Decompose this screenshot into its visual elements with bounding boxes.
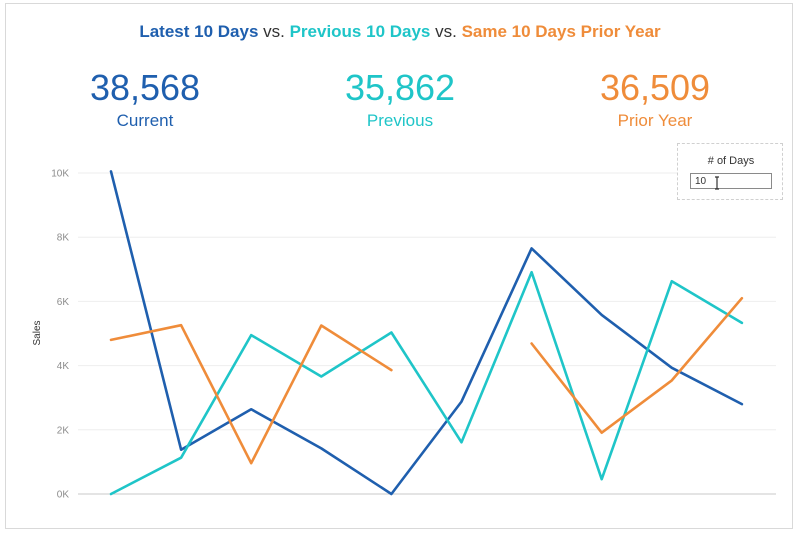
series-line-previous[interactable] <box>109 270 744 496</box>
y-tick-label: 0K <box>57 490 70 501</box>
data-point-prior-year[interactable] <box>599 430 605 436</box>
data-point-previous[interactable] <box>459 439 465 445</box>
series-line-prior-year[interactable] <box>109 323 393 465</box>
data-point-current[interactable] <box>248 406 254 412</box>
days-parameter-label: # of Days <box>707 155 755 167</box>
data-point-prior-year[interactable] <box>178 322 184 328</box>
y-tick-label: 2K <box>57 425 70 436</box>
data-point-previous[interactable] <box>599 476 605 482</box>
data-point-current[interactable] <box>388 491 394 497</box>
kpi-current: 38,568 Current <box>45 68 245 131</box>
title-vs-1: vs. <box>258 22 290 41</box>
grid-layer <box>78 172 776 495</box>
series-line-current[interactable] <box>109 170 744 496</box>
kpi-previous-label: Previous <box>366 111 434 130</box>
data-point-current[interactable] <box>669 365 675 371</box>
y-tick-label: 10K <box>51 169 69 180</box>
kpi-prior-year-value: 36,509 <box>599 67 711 108</box>
data-point-previous[interactable] <box>529 269 535 275</box>
data-point-prior-year[interactable] <box>739 295 745 301</box>
kpi-prior-year: 36,509 Prior Year <box>555 68 755 131</box>
data-point-prior-year[interactable] <box>669 377 675 383</box>
y-tick-label: 8K <box>57 233 70 244</box>
data-point-current[interactable] <box>108 168 114 174</box>
title-prior-year-part: Same 10 Days Prior Year <box>461 22 661 41</box>
kpi-current-label: Current <box>116 111 174 130</box>
y-axis-label: Sales <box>32 320 43 345</box>
series-line-prior-year[interactable] <box>530 296 744 435</box>
series-layer <box>108 168 745 497</box>
data-point-previous[interactable] <box>108 491 114 497</box>
kpi-previous: 35,862 Previous <box>300 68 500 131</box>
data-point-current[interactable] <box>599 312 605 318</box>
data-point-previous[interactable] <box>669 278 675 284</box>
dashboard-frame <box>5 3 793 529</box>
kpi-previous-value: 35,862 <box>344 67 456 108</box>
text-cursor-icon <box>715 176 719 190</box>
data-point-current[interactable] <box>739 401 745 407</box>
data-point-previous[interactable] <box>248 332 254 338</box>
data-point-previous[interactable] <box>178 455 184 461</box>
days-parameter-input[interactable] <box>690 173 772 189</box>
axis-layer: 0K 2K 4K 6K 8K 10K <box>51 169 69 501</box>
data-point-previous[interactable] <box>388 330 394 336</box>
data-point-prior-year[interactable] <box>318 322 324 328</box>
days-parameter-control: # of Days <box>677 143 783 200</box>
title-current-part: Latest 10 Days <box>139 22 259 41</box>
data-point-prior-year[interactable] <box>248 460 254 466</box>
data-point-prior-year[interactable] <box>108 337 114 343</box>
data-point-previous[interactable] <box>318 374 324 380</box>
data-point-current[interactable] <box>529 245 535 251</box>
title-vs-2: vs. <box>430 22 462 41</box>
kpi-current-value: 38,568 <box>89 67 201 108</box>
kpi-prior-year-label: Prior Year <box>617 111 693 130</box>
data-point-prior-year[interactable] <box>388 367 394 373</box>
dashboard-title: Latest 10 Days vs. Previous 10 Days vs. … <box>0 22 800 42</box>
title-previous-part: Previous 10 Days <box>289 22 431 41</box>
data-point-current[interactable] <box>459 399 465 405</box>
y-tick-label: 4K <box>57 361 70 372</box>
data-point-prior-year[interactable] <box>529 340 535 346</box>
y-tick-label: 6K <box>57 297 70 308</box>
data-point-current[interactable] <box>318 445 324 451</box>
data-point-previous[interactable] <box>739 320 745 326</box>
